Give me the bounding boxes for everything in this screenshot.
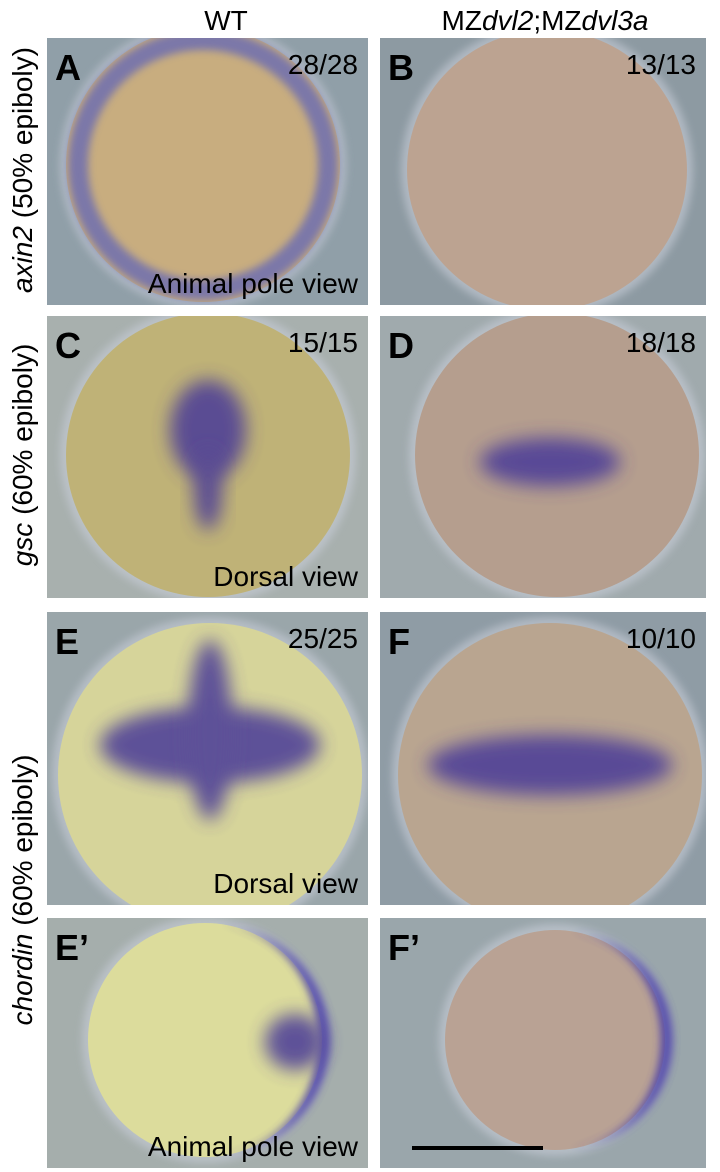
text-part: MZ <box>442 5 482 36</box>
row-label: chordin (60% epiboly) <box>7 755 38 1026</box>
stain <box>480 438 620 486</box>
stain-blob <box>170 380 246 480</box>
embryo <box>52 617 368 905</box>
text-part: (60% epiboly) <box>7 344 38 523</box>
panel-letter: C <box>55 325 81 366</box>
panel-letter: A <box>55 47 81 88</box>
panel-letter: E <box>55 621 79 662</box>
sample-count: 13/13 <box>626 49 696 80</box>
row-label: gsc (60% epiboly) <box>7 344 38 567</box>
text-part: dvl2 <box>482 5 534 36</box>
text-part: WT <box>204 5 248 36</box>
sample-count: 25/25 <box>288 623 358 654</box>
text-part: (50% epiboly) <box>7 47 38 226</box>
stain-ring <box>68 38 338 300</box>
panel-letter: F <box>388 621 410 662</box>
embryo <box>82 918 330 1163</box>
stain <box>170 380 246 530</box>
panel-letter: B <box>388 47 414 88</box>
text-part: (60% epiboly) <box>7 755 38 934</box>
stain <box>428 735 672 795</box>
text-part: gsc <box>7 523 38 567</box>
stain-blob <box>428 735 672 795</box>
embryo <box>401 38 693 305</box>
embryo-body <box>88 923 322 1157</box>
embryo <box>409 316 705 598</box>
text-part: dvl3a <box>582 5 649 36</box>
sample-count: 28/28 <box>288 49 358 80</box>
stain-blob <box>188 640 232 820</box>
panel-letter: E’ <box>55 927 89 968</box>
stain-blob <box>480 438 620 486</box>
sample-count: 18/18 <box>626 327 696 358</box>
text-part: chordin <box>7 934 38 1026</box>
text-part: ;MZ <box>533 5 581 36</box>
view-label: Animal pole view <box>148 268 359 299</box>
embryo <box>60 38 346 305</box>
embryo-body <box>407 38 687 305</box>
view-label: Animal pole view <box>148 1131 359 1162</box>
row-label: axin2 (50% epiboly) <box>7 47 38 293</box>
column-header: WT <box>204 5 248 36</box>
embryo-body <box>445 930 665 1150</box>
panel-letter: F’ <box>388 927 420 968</box>
sample-count: 10/10 <box>626 623 696 654</box>
column-header: MZdvl2;MZdvl3a <box>442 5 649 36</box>
stain-blob <box>194 450 222 530</box>
embryo <box>439 924 673 1156</box>
sample-count: 15/15 <box>288 327 358 358</box>
view-label: Dorsal view <box>213 868 358 899</box>
embryo <box>392 617 706 905</box>
text-part: axin2 <box>7 226 38 293</box>
embryo-body <box>66 38 340 302</box>
stain-blob <box>265 1014 325 1070</box>
stain <box>68 38 338 300</box>
embryo <box>60 316 356 598</box>
panel-letter: D <box>388 325 414 366</box>
stain <box>100 640 320 820</box>
view-label: Dorsal view <box>213 561 358 592</box>
stain <box>215 925 330 1155</box>
